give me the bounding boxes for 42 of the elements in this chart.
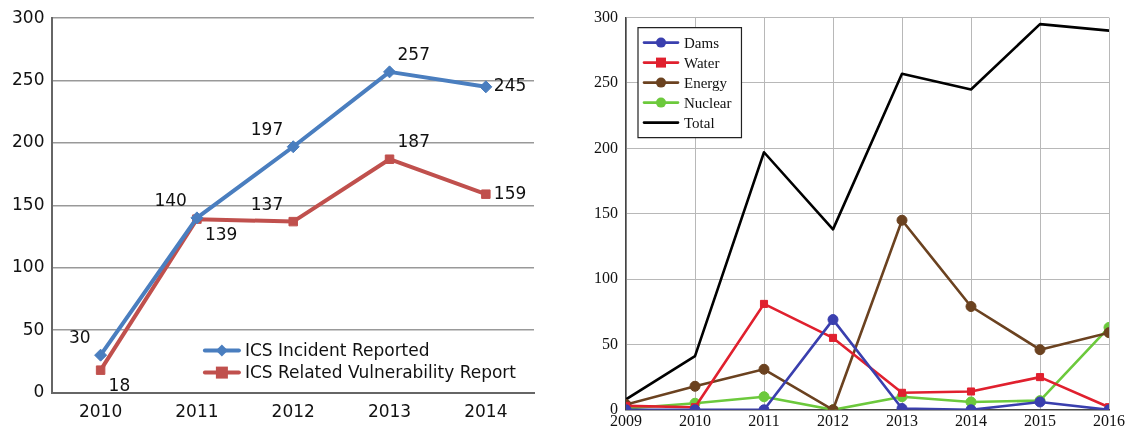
y-tick-label: 0 (33, 381, 45, 402)
x-tick-label: 2014 (955, 411, 987, 429)
y-tick-label: 300 (594, 7, 618, 25)
data-label: 137 (250, 193, 284, 214)
y-tick-label: 300 (11, 6, 45, 27)
x-tick-label: 2012 (271, 401, 315, 422)
x-tick-label: 2011 (748, 411, 780, 429)
legend-label: Dams (684, 34, 720, 51)
legend-label: Nuclear (684, 94, 732, 111)
x-tick-label: 2010 (679, 411, 711, 429)
x-tick-label: 2012 (817, 411, 849, 429)
data-label: 187 (397, 131, 430, 152)
y-tick-label: 100 (594, 269, 618, 287)
data-label: 139 (204, 224, 238, 245)
legend-label: Water (684, 54, 720, 71)
x-tick-label: 2015 (1024, 411, 1056, 429)
legend-label: Total (684, 114, 715, 131)
y-tick-label: 150 (594, 203, 618, 221)
data-label: 257 (397, 43, 430, 64)
y-tick-label: 150 (11, 193, 45, 214)
legend-label: ICS Related Vulnerability Report (244, 362, 517, 383)
y-tick-label: 200 (11, 131, 45, 152)
y-tick-label: 50 (22, 318, 45, 339)
x-tick-label: 2010 (78, 401, 123, 422)
data-label: 245 (493, 75, 527, 96)
x-tick-label: 2011 (175, 401, 219, 422)
legend-label: ICS Incident Reported (244, 340, 430, 361)
data-label: 140 (154, 189, 187, 210)
data-label: 197 (250, 118, 284, 139)
y-tick-label: 250 (594, 73, 618, 91)
y-tick-label: 100 (11, 256, 45, 277)
x-tick-label: 2013 (367, 401, 412, 422)
legend-label: Energy (684, 74, 728, 91)
x-tick-label: 2013 (886, 411, 918, 429)
y-tick-label: 250 (11, 69, 45, 90)
y-tick-label: 200 (594, 138, 618, 156)
data-label: 159 (493, 182, 527, 203)
x-tick-label: 2016 (1093, 411, 1125, 429)
data-label: 18 (108, 375, 131, 396)
data-label: 30 (68, 327, 91, 348)
x-tick-label: 2014 (464, 401, 508, 422)
y-tick-label: 50 (602, 334, 618, 352)
